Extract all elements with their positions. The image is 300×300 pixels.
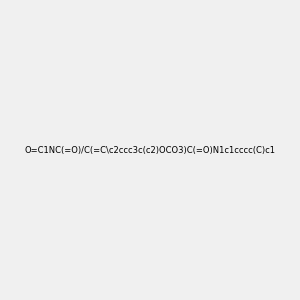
Text: O=C1NC(=O)/C(=C\c2ccc3c(c2)OCO3)C(=O)N1c1cccc(C)c1: O=C1NC(=O)/C(=C\c2ccc3c(c2)OCO3)C(=O)N1c… [25, 146, 275, 154]
